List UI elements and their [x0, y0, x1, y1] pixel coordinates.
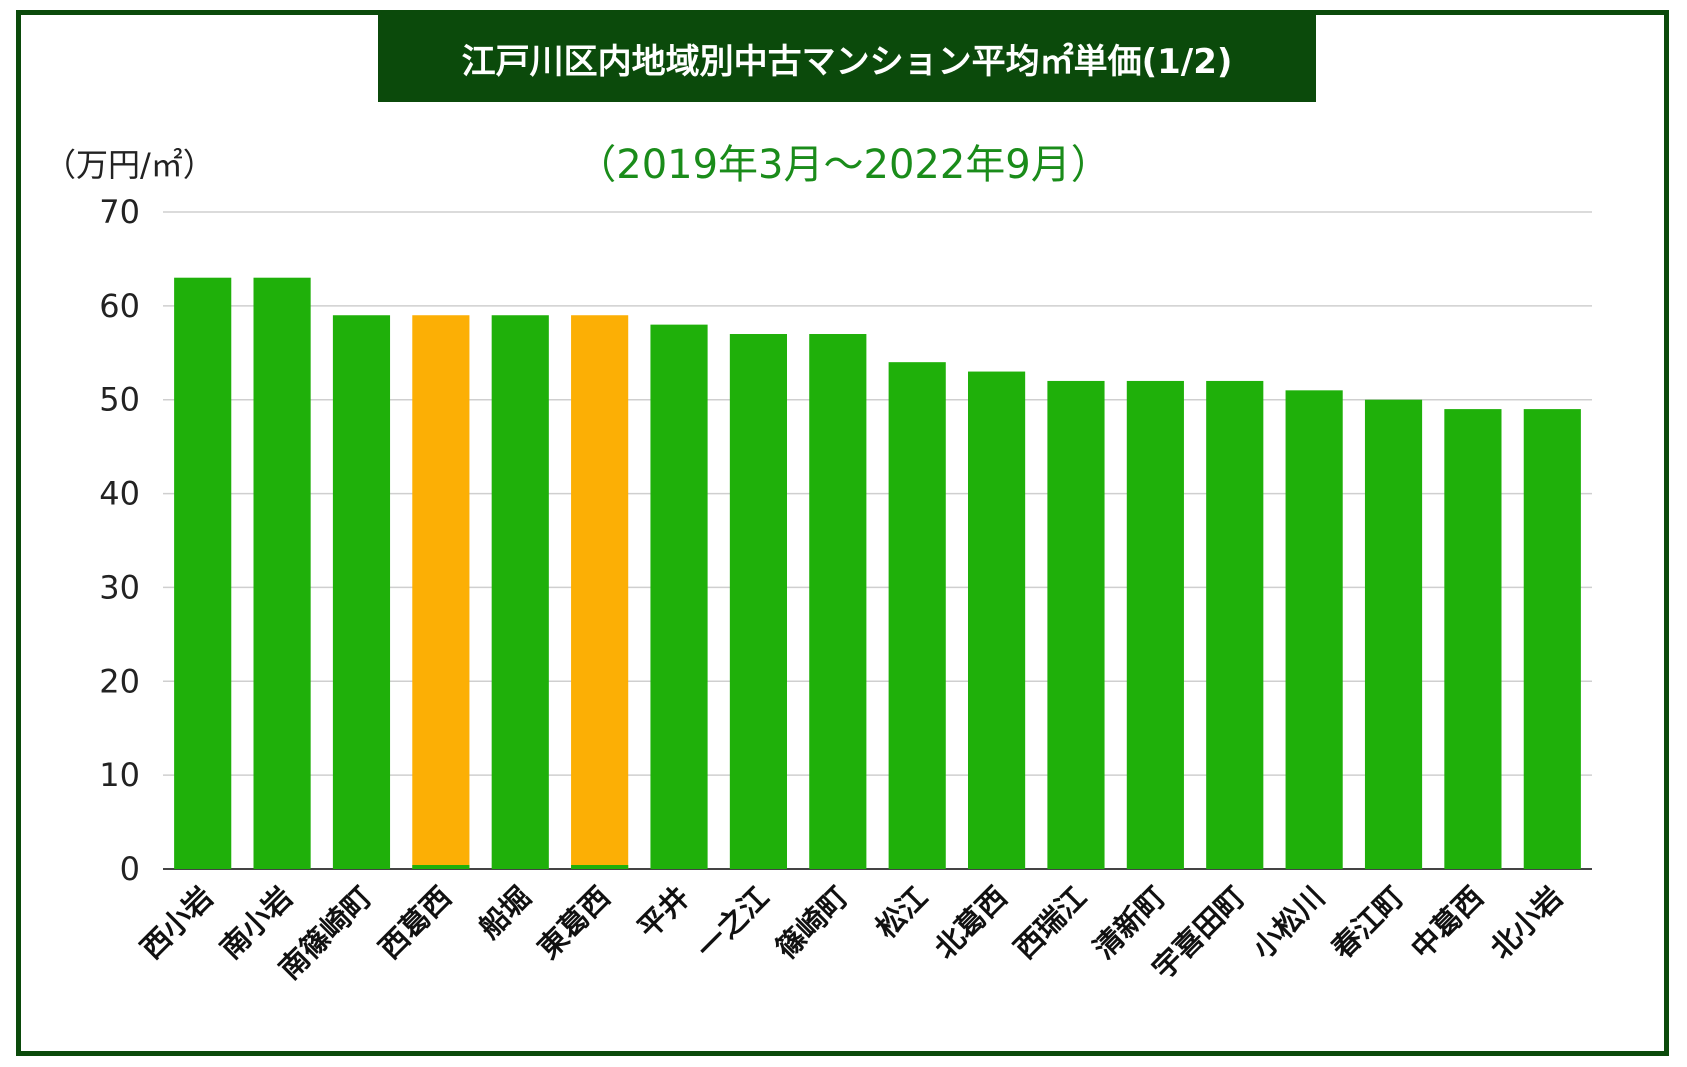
y-tick-label: 20: [99, 662, 140, 700]
bar: [332, 315, 391, 869]
x-tick-label: 西葛西: [372, 880, 458, 966]
bar: [1364, 399, 1423, 869]
bar: [968, 371, 1026, 869]
x-tick-label: 小松川: [1246, 880, 1332, 966]
bar: [650, 324, 708, 870]
bar: [412, 315, 470, 869]
bar: [1047, 380, 1105, 869]
bar: [888, 362, 946, 869]
y-tick-label: 70: [99, 193, 140, 231]
x-tick-label: 北小岩: [1484, 880, 1570, 966]
x-tick-label: 松江: [869, 880, 934, 945]
x-tick-label: 中葛西: [1404, 880, 1490, 966]
x-tick-label: 春江町: [1325, 880, 1411, 966]
bar: [571, 315, 629, 869]
x-tick-label: 平井: [631, 880, 696, 945]
y-tick-label: 40: [99, 475, 140, 513]
y-tick-label: 10: [99, 756, 140, 794]
y-tick-label: 0: [120, 850, 140, 888]
x-tick-label: 一之江: [690, 880, 776, 966]
x-tick-label: 篠崎町: [769, 880, 855, 966]
bar: [1444, 409, 1502, 869]
x-tick-label: 北葛西: [928, 880, 1014, 966]
y-tick-label: 50: [99, 381, 140, 419]
bar: [1285, 390, 1343, 869]
bar-base-strip: [571, 865, 629, 869]
y-tick-label: 30: [99, 568, 140, 606]
bar: [1126, 380, 1184, 869]
bar: [174, 277, 232, 869]
bar: [729, 334, 787, 869]
y-tick-label: 60: [99, 287, 140, 325]
x-tick-label: 西小岩: [134, 880, 220, 966]
bar: [491, 315, 549, 869]
x-tick-label: 西瑞江: [1007, 880, 1093, 966]
y-axis-unit-label: （万円/㎡）: [44, 146, 215, 184]
bar: [253, 277, 311, 869]
bar-base-strip: [412, 865, 470, 869]
bar: [809, 334, 867, 869]
chart-subtitle: （2019年3月〜2022年9月）: [576, 142, 1111, 188]
x-tick-label: 船堀: [472, 880, 537, 945]
bar: [1206, 380, 1264, 869]
bar: [1523, 409, 1581, 869]
x-tick-label: 東葛西: [531, 880, 617, 966]
chart-title: 江戸川区内地域別中古マンション平均㎡単価(1/2): [378, 14, 1316, 102]
